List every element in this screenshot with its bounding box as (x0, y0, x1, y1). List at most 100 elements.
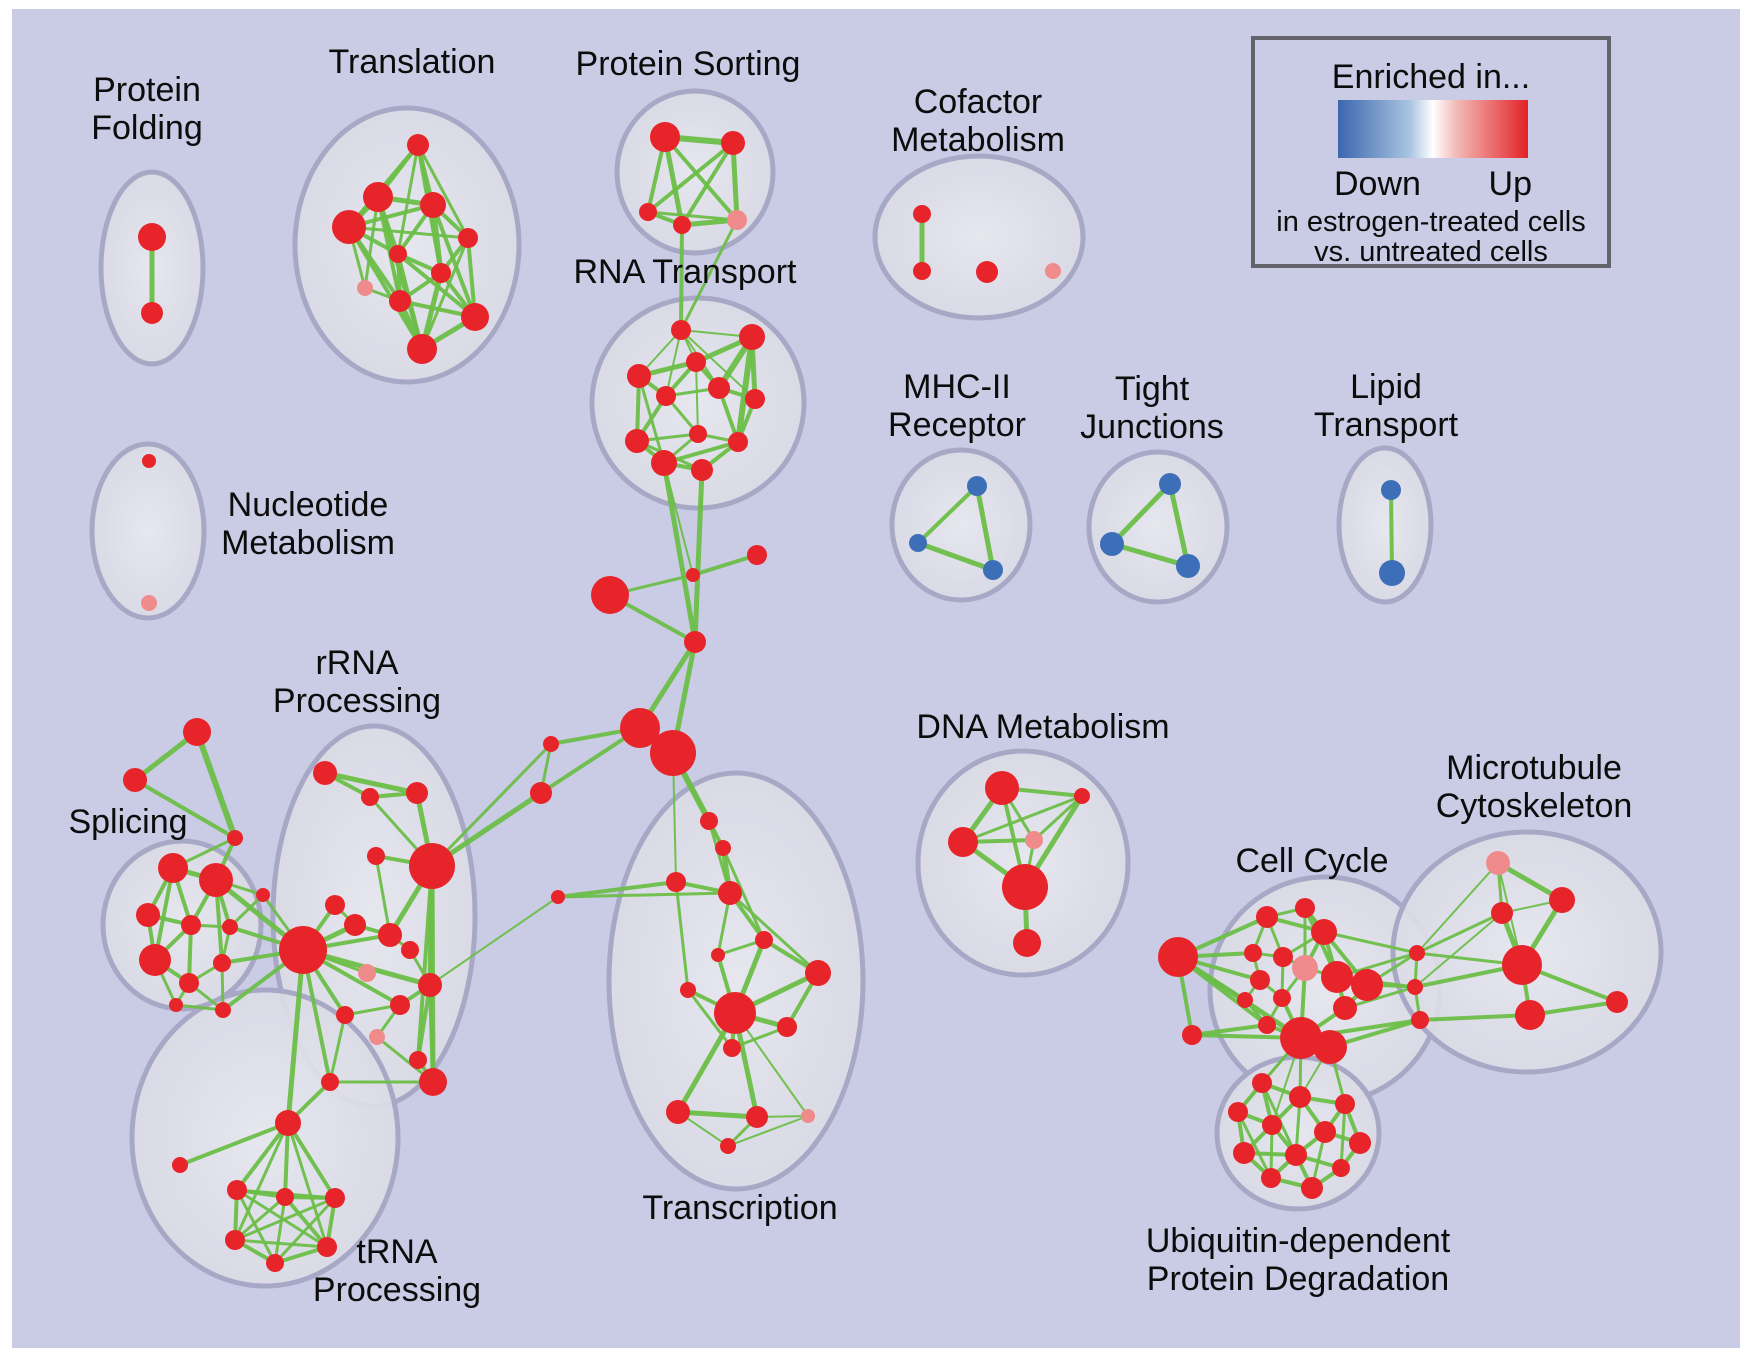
node-29[interactable] (689, 425, 707, 443)
node-111[interactable] (1292, 955, 1318, 981)
node-82[interactable] (358, 964, 376, 982)
node-69[interactable] (213, 954, 231, 972)
node-143[interactable] (909, 534, 927, 552)
node-49[interactable] (680, 982, 696, 998)
node-7[interactable] (389, 245, 407, 263)
node-13[interactable] (650, 122, 680, 152)
node-79[interactable] (344, 914, 366, 936)
node-83[interactable] (418, 973, 442, 997)
node-52[interactable] (777, 1017, 797, 1037)
node-113[interactable] (1250, 970, 1270, 990)
node-103[interactable] (1013, 929, 1041, 957)
node-39[interactable] (650, 730, 696, 776)
node-130[interactable] (1252, 1073, 1272, 1093)
node-40[interactable] (543, 736, 559, 752)
node-21[interactable] (1045, 263, 1061, 279)
node-90[interactable] (275, 1110, 301, 1136)
node-54[interactable] (666, 1100, 690, 1124)
node-33[interactable] (691, 459, 713, 481)
node-65[interactable] (181, 915, 201, 935)
node-59[interactable] (123, 768, 147, 792)
node-133[interactable] (1228, 1102, 1248, 1122)
node-88[interactable] (419, 1068, 447, 1096)
node-11[interactable] (461, 303, 489, 331)
node-134[interactable] (1262, 1115, 1282, 1135)
node-137[interactable] (1285, 1144, 1307, 1166)
node-77[interactable] (367, 847, 385, 865)
node-97[interactable] (266, 1254, 284, 1272)
node-81[interactable] (401, 941, 419, 959)
node-16[interactable] (673, 216, 691, 234)
node-23[interactable] (739, 324, 765, 350)
node-12[interactable] (407, 334, 437, 364)
node-32[interactable] (651, 450, 677, 476)
node-146[interactable] (1100, 532, 1124, 556)
node-92[interactable] (227, 1180, 247, 1200)
node-20[interactable] (976, 261, 998, 283)
node-135[interactable] (1314, 1121, 1336, 1143)
node-117[interactable] (1333, 996, 1357, 1020)
node-84[interactable] (390, 995, 410, 1015)
node-35[interactable] (686, 568, 700, 582)
node-28[interactable] (745, 389, 765, 409)
node-26[interactable] (708, 377, 730, 399)
node-10[interactable] (389, 290, 411, 312)
node-136[interactable] (1233, 1142, 1255, 1164)
node-5[interactable] (332, 210, 366, 244)
node-145[interactable] (1159, 473, 1181, 495)
node-0[interactable] (138, 223, 166, 251)
node-17[interactable] (727, 210, 747, 230)
node-147[interactable] (1176, 554, 1200, 578)
node-95[interactable] (225, 1230, 245, 1250)
node-131[interactable] (1289, 1086, 1311, 1108)
node-67[interactable] (139, 944, 171, 976)
node-43[interactable] (715, 840, 731, 856)
node-94[interactable] (325, 1188, 345, 1208)
node-15[interactable] (639, 203, 657, 221)
node-150[interactable] (142, 454, 156, 468)
node-36[interactable] (747, 545, 767, 565)
node-114[interactable] (1237, 992, 1253, 1008)
node-78[interactable] (325, 895, 345, 915)
node-132[interactable] (1335, 1094, 1355, 1114)
node-62[interactable] (199, 863, 233, 897)
node-42[interactable] (700, 812, 718, 830)
node-149[interactable] (1379, 560, 1405, 586)
node-108[interactable] (1244, 944, 1262, 962)
node-37[interactable] (684, 631, 706, 653)
node-31[interactable] (625, 429, 649, 453)
node-58[interactable] (183, 718, 211, 746)
node-30[interactable] (728, 432, 748, 452)
node-104[interactable] (1158, 937, 1198, 977)
node-118[interactable] (1280, 1017, 1322, 1059)
node-64[interactable] (136, 903, 160, 927)
node-144[interactable] (983, 560, 1003, 580)
node-24[interactable] (627, 364, 651, 388)
node-110[interactable] (1311, 919, 1337, 945)
node-107[interactable] (1295, 898, 1315, 918)
node-56[interactable] (801, 1109, 815, 1123)
node-41[interactable] (530, 782, 552, 804)
node-9[interactable] (357, 280, 373, 296)
node-51[interactable] (714, 992, 756, 1034)
node-63[interactable] (256, 888, 270, 902)
node-122[interactable] (1407, 979, 1423, 995)
node-61[interactable] (158, 853, 188, 883)
node-86[interactable] (369, 1029, 385, 1045)
node-120[interactable] (1351, 969, 1383, 1001)
node-47[interactable] (755, 931, 773, 949)
node-3[interactable] (363, 182, 393, 212)
node-106[interactable] (1256, 906, 1278, 928)
node-18[interactable] (913, 205, 931, 223)
node-112[interactable] (1321, 961, 1353, 993)
node-2[interactable] (407, 134, 429, 156)
node-126[interactable] (1491, 902, 1513, 924)
node-148[interactable] (1381, 480, 1401, 500)
node-6[interactable] (458, 228, 478, 248)
node-22[interactable] (671, 320, 691, 340)
node-76[interactable] (409, 843, 455, 889)
node-25[interactable] (686, 352, 706, 372)
node-68[interactable] (179, 973, 199, 993)
node-121[interactable] (1409, 945, 1425, 961)
node-151[interactable] (141, 595, 157, 611)
